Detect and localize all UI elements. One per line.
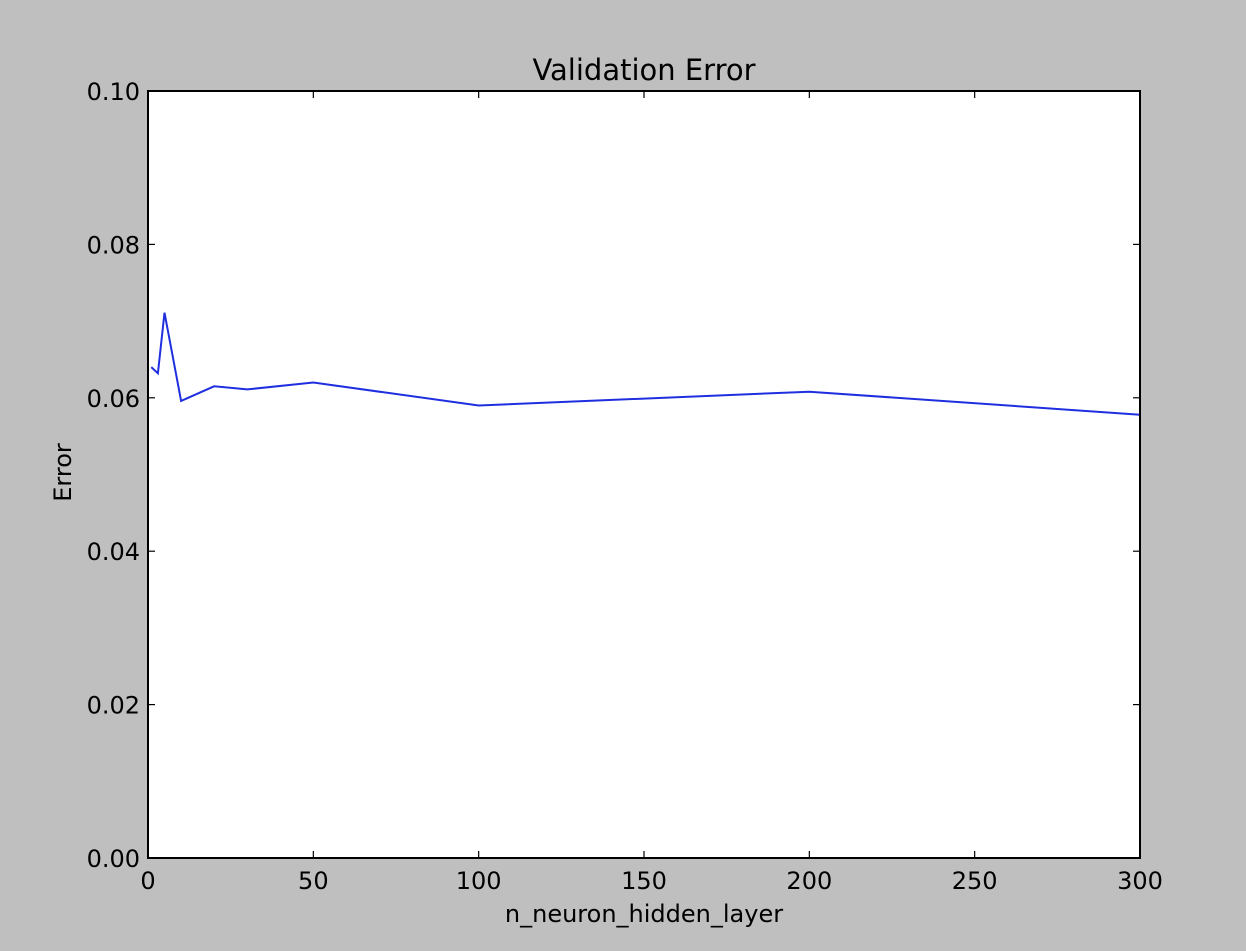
y-tick-label: 0.00 <box>87 845 140 873</box>
y-tick-label: 0.08 <box>87 231 140 259</box>
y-axis-label: Error <box>49 443 77 502</box>
tick-labels: 0 50 100 150 200 250 300 0.00 0.02 0.04 0.06 0.08 0.… <box>87 78 1163 895</box>
x-tick-label: 100 <box>456 867 502 895</box>
series-layer <box>150 312 1141 416</box>
x-tick-label: 300 <box>1117 867 1163 895</box>
x-tick-label: 250 <box>952 867 998 895</box>
chart-title: Validation Error <box>532 53 755 87</box>
y-tick-label: 0.02 <box>87 692 140 720</box>
x-tick-label: 200 <box>786 867 832 895</box>
y-tick-label: 0.10 <box>87 78 140 106</box>
y-tick-label: 0.04 <box>87 538 140 566</box>
x-tick-label: 150 <box>621 867 667 895</box>
plot-frame <box>147 90 1141 859</box>
x-tick-label: 0 <box>140 867 155 895</box>
x-tick-label: 50 <box>298 867 329 895</box>
x-axis-label: n_neuron_hidden_layer <box>505 900 783 928</box>
series-line <box>150 312 1141 416</box>
y-tick-label: 0.06 <box>87 385 140 413</box>
plot-area <box>148 91 1140 858</box>
